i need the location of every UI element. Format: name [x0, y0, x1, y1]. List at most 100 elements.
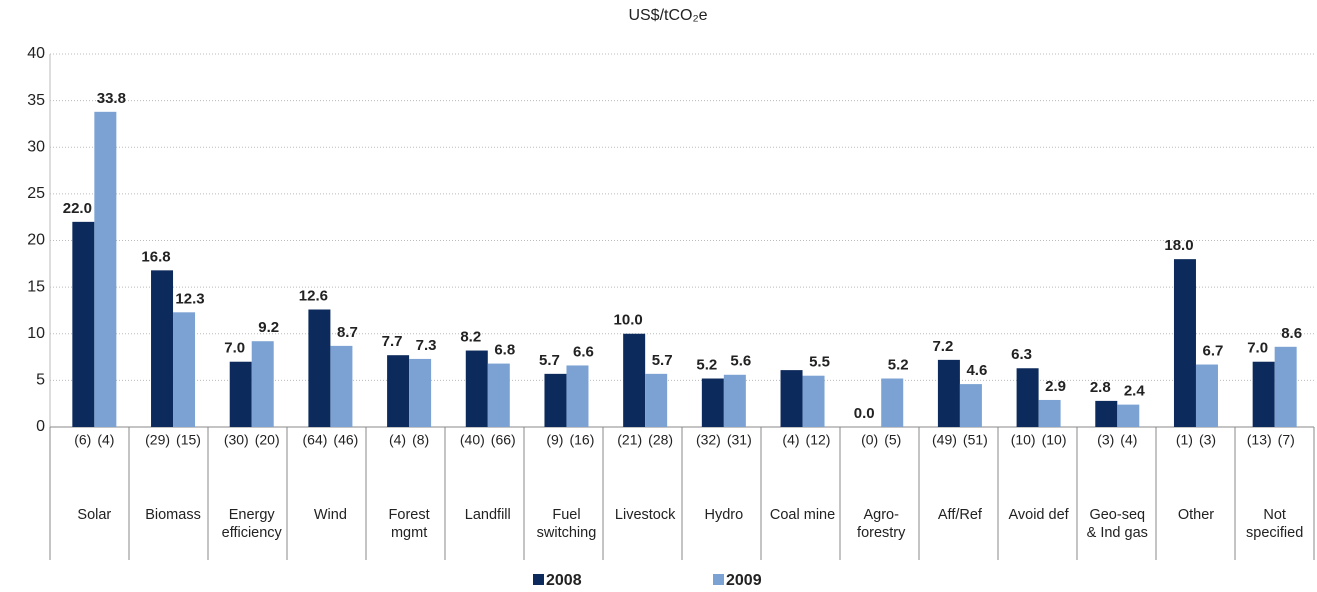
count-label: (28)	[648, 432, 673, 448]
x-tick-label: Not specified	[1246, 507, 1304, 541]
count-label: (9)	[546, 432, 563, 448]
count-label: (49)	[932, 432, 957, 448]
bar	[544, 373, 567, 427]
bar	[94, 111, 117, 427]
data-label: 4.6	[966, 362, 987, 379]
count-label: (46)	[333, 432, 358, 448]
bar	[959, 384, 982, 427]
count-label: (3)	[1097, 432, 1114, 448]
legend-label: 2009	[726, 572, 762, 589]
x-tick-label: Other	[1177, 507, 1215, 523]
bar	[802, 375, 825, 427]
count-label: (1)	[1176, 432, 1193, 448]
data-label: 2.9	[1045, 378, 1066, 395]
data-label: 5.5	[809, 354, 830, 371]
bar	[308, 309, 331, 427]
x-tick-label: Wind	[313, 507, 347, 523]
bar	[251, 341, 274, 427]
chart-title: US$/tCO₂e	[628, 7, 707, 24]
count-label: (66)	[491, 432, 516, 448]
data-label: 12.3	[175, 290, 204, 307]
count-label: (6)	[74, 432, 91, 448]
count-label: (31)	[727, 432, 752, 448]
count-label: (32)	[696, 432, 721, 448]
bar	[1095, 400, 1118, 427]
y-tick-label: 15	[27, 278, 45, 295]
data-label: 5.2	[888, 356, 909, 373]
y-tick-label: 30	[27, 138, 45, 155]
x-tick-label: Avoid def	[1008, 507, 1069, 523]
data-label: 6.7	[1203, 342, 1224, 359]
bar	[173, 312, 196, 427]
bar	[645, 373, 668, 427]
data-label: 7.3	[416, 337, 437, 354]
bar	[623, 333, 646, 427]
count-label: (0)	[861, 432, 878, 448]
x-tick-label: Agro- forestry	[857, 507, 906, 541]
bar	[1195, 364, 1218, 427]
y-tick-label: 35	[27, 92, 45, 109]
bar	[387, 355, 410, 427]
data-label: 12.6	[299, 287, 328, 304]
data-label: 2.8	[1090, 379, 1111, 396]
x-tick-label: Geo-seq & Ind gas	[1086, 507, 1148, 541]
data-label: 8.7	[337, 324, 358, 341]
x-tick-label: Fuel switching	[536, 507, 597, 541]
x-tick-label: Hydro	[704, 507, 744, 523]
data-label: 9.2	[258, 319, 279, 336]
data-label: 6.6	[573, 343, 594, 360]
count-label: (5)	[884, 432, 901, 448]
y-tick-label: 0	[36, 418, 45, 435]
count-label: (10)	[1042, 432, 1067, 448]
data-label: 22.0	[63, 200, 92, 217]
count-label: (51)	[963, 432, 988, 448]
bar	[330, 345, 353, 427]
data-label: 7.2	[932, 338, 953, 355]
count-label: (20)	[255, 432, 280, 448]
data-label: 5.6	[730, 353, 751, 370]
x-tick-label: Biomass	[145, 507, 201, 523]
data-label: 0.0	[854, 405, 875, 422]
data-label: 10.0	[614, 312, 643, 329]
data-label: 18.0	[1164, 237, 1193, 254]
bar	[229, 361, 252, 427]
count-label: (64)	[303, 432, 328, 448]
count-label: (29)	[145, 432, 170, 448]
count-label: (21)	[617, 432, 642, 448]
count-label: (10)	[1011, 432, 1036, 448]
count-label: (8)	[412, 432, 429, 448]
y-tick-label: 5	[36, 372, 45, 389]
bar	[72, 221, 95, 427]
bar	[151, 270, 174, 427]
x-tick-label: Forest mgmt	[388, 507, 430, 541]
bar	[701, 378, 724, 427]
legend-label: 2008	[546, 572, 582, 589]
bar	[566, 365, 589, 427]
data-label: 8.2	[460, 329, 481, 346]
count-label: (12)	[806, 432, 831, 448]
bar	[1016, 368, 1039, 427]
data-label: 2.4	[1124, 383, 1146, 400]
data-label: 6.8	[494, 342, 515, 359]
count-label: (15)	[176, 432, 201, 448]
bar	[1117, 404, 1140, 427]
count-label: (30)	[224, 432, 249, 448]
data-label: 5.7	[539, 352, 560, 369]
legend-swatch	[713, 574, 724, 585]
bar	[1173, 259, 1196, 427]
count-label: (4)	[389, 432, 406, 448]
count-label: (7)	[1278, 432, 1295, 448]
legend-swatch	[533, 574, 544, 585]
bar	[465, 350, 488, 427]
count-label: (16)	[569, 432, 594, 448]
x-tick-label: Solar	[77, 507, 112, 523]
x-tick-label: Landfill	[464, 507, 511, 523]
data-label: 7.0	[224, 340, 245, 357]
y-tick-label: 25	[27, 185, 45, 202]
bar	[487, 363, 510, 427]
bar	[881, 378, 904, 427]
data-label: 33.8	[97, 90, 126, 107]
x-tick-label: Coal mine	[769, 507, 836, 523]
